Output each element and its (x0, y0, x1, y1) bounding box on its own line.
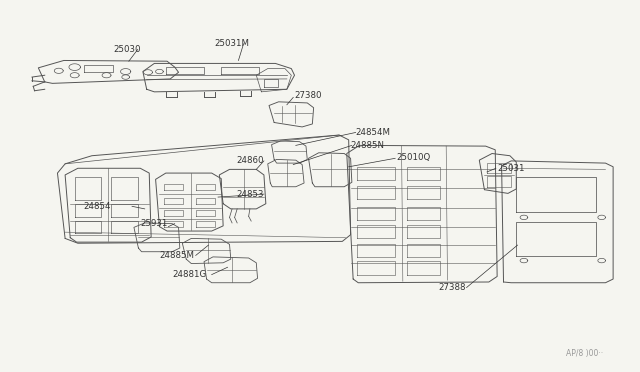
Text: 27380: 27380 (294, 91, 322, 100)
Text: 25031M: 25031M (215, 39, 250, 48)
Text: AP/8 )00··: AP/8 )00·· (566, 349, 604, 358)
Text: 24881G: 24881G (172, 270, 207, 279)
Text: 24885M: 24885M (159, 251, 195, 260)
Text: 27388: 27388 (438, 283, 465, 292)
Text: 25010Q: 25010Q (396, 153, 431, 162)
Text: 24854: 24854 (83, 202, 111, 211)
Text: 24860: 24860 (236, 156, 264, 166)
Text: 24853: 24853 (236, 190, 264, 199)
Text: 25030: 25030 (113, 45, 140, 54)
Text: 25931: 25931 (140, 219, 168, 228)
Text: 25031: 25031 (497, 164, 525, 173)
Text: 24885N: 24885N (351, 141, 385, 150)
Text: 24854M: 24854M (355, 128, 390, 137)
